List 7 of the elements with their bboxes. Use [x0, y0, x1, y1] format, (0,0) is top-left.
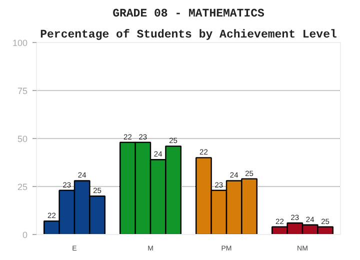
y-tick-label: 25	[17, 182, 28, 192]
y-tick-label: 75	[17, 86, 28, 96]
chart-title: GRADE 08 - MATHEMATICS	[112, 8, 265, 20]
chart-subtitle: Percentage of Students by Achievement Level	[40, 28, 337, 42]
y-tick-label: 0	[22, 230, 28, 240]
y-tick-label: 100	[12, 38, 28, 48]
y-tick-label: 50	[17, 134, 28, 144]
